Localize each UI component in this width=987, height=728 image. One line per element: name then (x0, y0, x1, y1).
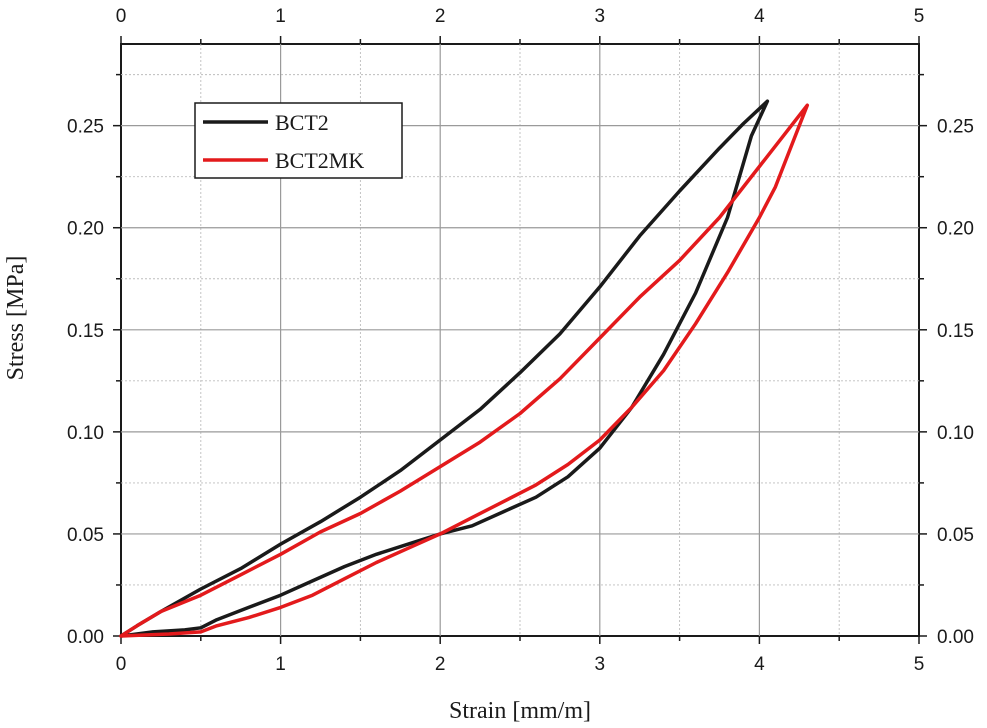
x-tick-label-bottom: 3 (595, 654, 606, 675)
grid (121, 44, 919, 636)
y-tick-label-left: 0.20 (67, 219, 104, 240)
x-tick-label-top: 0 (116, 6, 127, 27)
series-line-bct2 (119, 99, 770, 638)
x-tick-label-bottom: 1 (275, 654, 286, 675)
x-tick-label-top: 3 (595, 6, 606, 27)
y-tick-label-left: 0.05 (67, 525, 104, 546)
y-tick-label-right: 0.15 (937, 321, 974, 342)
y-tick-label-left: 0.15 (67, 321, 104, 342)
x-tick-label-top: 2 (435, 6, 446, 27)
legend-label-bct2mk: BCT2MK (275, 148, 364, 173)
y-tick-label-right: 0.20 (937, 219, 974, 240)
tick-labels: 0 0 1 1 2 2 3 3 4 4 5 5 0.00 0.00 0.05 0.05 0.10 0.10 0.15… (67, 6, 974, 675)
legend: BCT2 BCT2MK (194, 102, 403, 179)
x-tick-label-top: 5 (914, 6, 925, 27)
x-tick-label-bottom: 5 (914, 654, 925, 675)
legend-label-bct2: BCT2 (275, 110, 329, 135)
x-tick-label-top: 4 (754, 6, 765, 27)
x-tick-label-bottom: 0 (116, 654, 127, 675)
data-series (119, 99, 810, 638)
y-tick-label-left: 0.10 (67, 423, 104, 444)
y-tick-label-right: 0.10 (937, 423, 974, 444)
y-tick-label-left: 0.25 (67, 117, 104, 138)
y-tick-label-left: 0.00 (67, 627, 104, 648)
axis-ticks (113, 36, 927, 644)
x-axis-label: Strain [mm/m] (449, 698, 591, 724)
y-tick-label-right: 0.00 (937, 627, 974, 648)
series-line-bct2mk (119, 103, 810, 638)
legend-box (194, 102, 403, 179)
y-tick-label-right: 0.25 (937, 117, 974, 138)
x-tick-label-bottom: 4 (754, 654, 765, 675)
y-tick-label-right: 0.05 (937, 525, 974, 546)
x-tick-label-bottom: 2 (435, 654, 446, 675)
y-axis-label: Stress [MPa] (3, 256, 29, 381)
x-tick-label-top: 1 (275, 6, 286, 27)
